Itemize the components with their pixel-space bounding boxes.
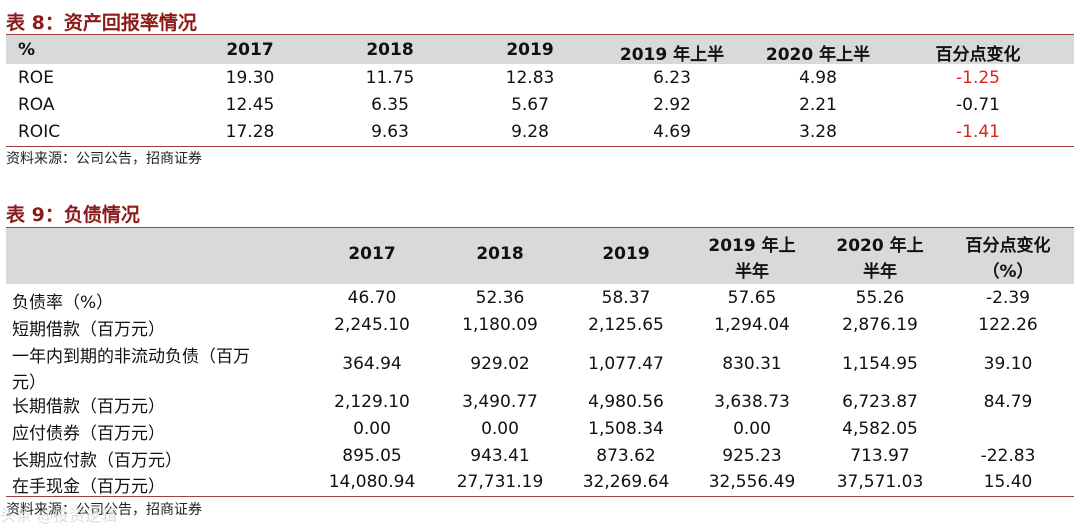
table8-header-col: 2017 — [226, 40, 274, 60]
table-cell: 1,180.09 — [462, 315, 538, 335]
table9-top-rule — [6, 227, 1074, 228]
table-cell: 46.70 — [347, 288, 397, 308]
row-label: ROA — [18, 95, 55, 115]
table-cell: 1,077.47 — [588, 354, 664, 374]
table-cell: 0.00 — [353, 419, 391, 439]
table-cell: 58.37 — [601, 288, 651, 308]
table-cell: 943.41 — [470, 446, 530, 466]
table-cell: 6.23 — [653, 68, 691, 88]
table9-source: 资料来源：公司公告，招商证券 — [6, 502, 202, 518]
row-label: 在手现金（百万元） — [12, 477, 165, 497]
table-cell: 4.98 — [799, 68, 837, 88]
table-cell: 0.00 — [481, 419, 519, 439]
table9-header-band — [6, 228, 1074, 284]
table8-header-col: 2018 — [366, 40, 414, 60]
table-cell: 12.83 — [505, 68, 555, 88]
row-label: 长期借款（百万元） — [12, 397, 165, 417]
table-cell: 873.62 — [596, 446, 656, 466]
watermark: 头条 @投资逻辑 — [0, 506, 118, 525]
table8-header-band — [6, 35, 1074, 64]
table9-header-col: 2017 — [348, 244, 396, 264]
table-cell: 925.23 — [722, 446, 782, 466]
table8-top-rule — [6, 34, 1074, 35]
table-cell: 2,129.10 — [334, 392, 410, 412]
table8-bottom-rule — [6, 146, 1074, 147]
table-cell-change: 84.79 — [983, 392, 1033, 412]
table-cell: 4,582.05 — [842, 419, 918, 439]
table-cell: 1,508.34 — [588, 419, 664, 439]
table-cell: 2,245.10 — [334, 315, 410, 335]
table-cell: 52.36 — [475, 288, 525, 308]
table-cell: 11.75 — [365, 68, 415, 88]
table8-header-col: 百分点变化 — [935, 45, 1021, 65]
table-cell: 9.63 — [371, 122, 409, 142]
table9-title: 表 9：负债情况 — [6, 204, 140, 226]
table-cell: 32,556.49 — [708, 472, 796, 492]
table9-header-col: 2020 年上 — [836, 236, 924, 256]
row-label: 长期应付款（百万元） — [12, 451, 182, 471]
row-label: 应付债券（百万元） — [12, 424, 165, 444]
table-cell: 2,876.19 — [842, 315, 918, 335]
table9-header-col: 半年 — [735, 262, 769, 282]
table9-header-col: 2018 — [476, 244, 524, 264]
table-cell-change: -22.83 — [980, 446, 1036, 466]
table-cell: 19.30 — [225, 68, 275, 88]
table-cell-change: -1.25 — [956, 68, 1000, 88]
row-label: 短期借款（百万元） — [12, 320, 165, 340]
table9-header-col: 半年 — [863, 262, 897, 282]
table-cell: 4,980.56 — [588, 392, 664, 412]
table-cell: 895.05 — [342, 446, 402, 466]
table-cell: 1,294.04 — [714, 315, 790, 335]
table8-header-col: 2019 年上半 — [619, 45, 725, 65]
table-cell: 2.21 — [799, 95, 837, 115]
table-cell: 2,125.65 — [588, 315, 664, 335]
table-cell: 3,638.73 — [714, 392, 790, 412]
table-cell: 5.67 — [511, 95, 549, 115]
table8-header-unit: % — [18, 40, 36, 60]
table9-header-col: 百分点变化 — [965, 236, 1051, 256]
row-label: 负债率（%） — [12, 293, 114, 313]
table-cell: 929.02 — [470, 354, 530, 374]
table-cell: 55.26 — [855, 288, 905, 308]
table-cell-change: -2.39 — [986, 288, 1030, 308]
table-cell: 3.28 — [799, 122, 837, 142]
row-label: ROIC — [18, 122, 61, 142]
table-cell: 12.45 — [225, 95, 275, 115]
table-cell: 1,154.95 — [842, 354, 918, 374]
table-cell: 3,490.77 — [462, 392, 538, 412]
table8-source: 资料来源：公司公告，招商证券 — [6, 151, 202, 167]
table-cell: 830.31 — [722, 354, 782, 374]
table-cell: 6.35 — [371, 95, 409, 115]
table-cell: 713.97 — [850, 446, 910, 466]
table8-header-col: 2020 年上半 — [765, 45, 871, 65]
row-label: 一年内到期的非流动负债（百万 — [12, 347, 250, 367]
table-cell: 364.94 — [342, 354, 402, 374]
table-cell: 27,731.19 — [456, 472, 544, 492]
table-cell: 6,723.87 — [842, 392, 918, 412]
table-cell: 32,269.64 — [582, 472, 670, 492]
table-cell: 4.69 — [653, 122, 691, 142]
table-cell: 37,571.03 — [836, 472, 924, 492]
table-cell: 2.92 — [653, 95, 691, 115]
table-cell: 9.28 — [511, 122, 549, 142]
table-cell: 57.65 — [727, 288, 777, 308]
table9-header-col: 2019 年上 — [708, 236, 796, 256]
table-cell-change: 122.26 — [978, 315, 1038, 335]
table-cell: 0.00 — [733, 419, 771, 439]
table-cell: 17.28 — [225, 122, 275, 142]
table9-header-col: 2019 — [602, 244, 650, 264]
table9-bottom-rule — [6, 496, 1074, 497]
table-cell: 14,080.94 — [328, 472, 416, 492]
table-cell-change: -1.41 — [956, 122, 1000, 142]
table8-title: 表 8：资产回报率情况 — [6, 12, 197, 34]
row-label-continued: 元） — [12, 373, 46, 393]
table-cell-change: 15.40 — [983, 472, 1033, 492]
row-label: ROE — [18, 68, 54, 88]
table-cell-change: -0.71 — [956, 95, 1000, 115]
table-cell-change: 39.10 — [983, 354, 1033, 374]
table9-header-col: （%） — [982, 262, 1034, 282]
table8-header-col: 2019 — [506, 40, 554, 60]
